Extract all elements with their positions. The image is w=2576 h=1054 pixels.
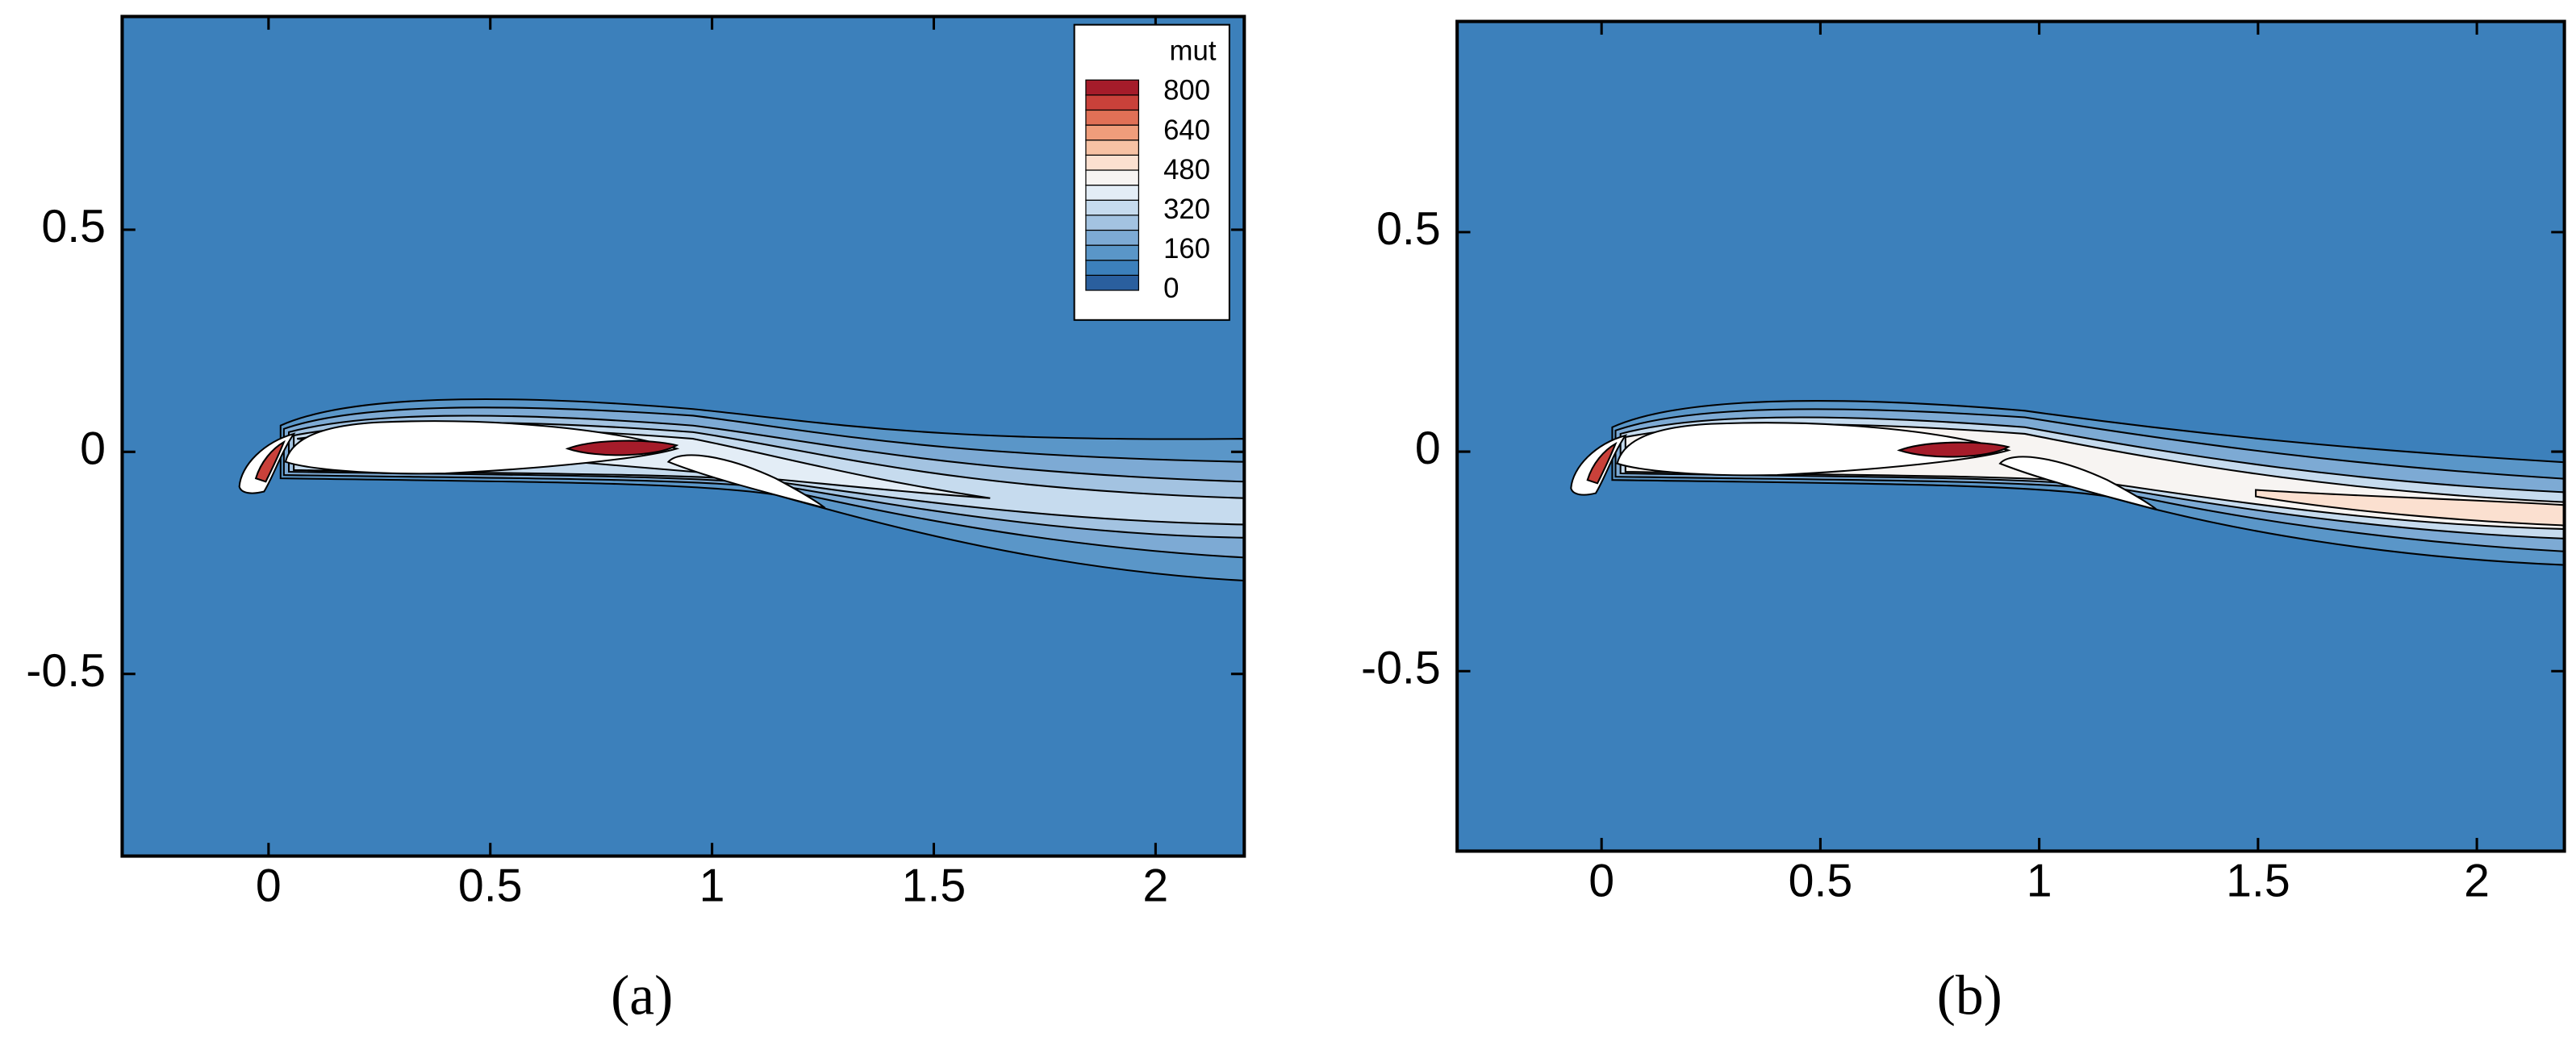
y-tick-label: 0.5 (41, 201, 106, 252)
axes-frame (1455, 19, 2566, 853)
colorbar-tick-label: 320 (1163, 194, 1210, 225)
colorbar-band (1085, 184, 1140, 201)
axes-frame (120, 15, 1246, 858)
x-tick-label: 1 (699, 860, 725, 912)
colorbar-band (1085, 199, 1140, 216)
colorbar-tick-label: 160 (1163, 234, 1210, 265)
colorbar-band (1085, 274, 1140, 291)
colorbar-band (1085, 94, 1140, 111)
x-tick-label: 0.5 (458, 860, 523, 912)
colorbar-band (1085, 229, 1140, 246)
y-tick-label: -0.5 (26, 645, 106, 697)
colorbar-band (1085, 154, 1140, 171)
colorbar-title: mut (1170, 36, 1217, 67)
colorbar-tick-label: 0 (1163, 273, 1179, 304)
colorbar-band (1085, 124, 1140, 141)
contour-field (1570, 400, 2565, 566)
x-tick-label: 1.5 (2226, 855, 2290, 906)
colorbar-band (1085, 109, 1140, 126)
colorbar-band (1085, 79, 1140, 96)
caption: (b) (1937, 965, 2002, 1027)
colorbar-band (1085, 260, 1140, 276)
x-tick-label: 1.5 (902, 860, 967, 912)
x-tick-label: 0 (256, 860, 282, 912)
colorbar-band (1085, 215, 1140, 231)
y-tick-label: 0.5 (1376, 203, 1441, 255)
x-tick-label: 1 (2027, 855, 2052, 906)
y-tick-label: -0.5 (1361, 642, 1441, 694)
colorbar-band (1085, 140, 1140, 156)
colorbar-band (1085, 169, 1140, 186)
caption: (a) (611, 965, 673, 1027)
x-tick-label: 0 (1589, 855, 1614, 906)
x-tick-label: 0.5 (1789, 855, 1853, 906)
x-tick-label: 2 (2464, 855, 2490, 906)
x-tick-label: 2 (1142, 860, 1168, 912)
y-tick-label: 0 (1415, 423, 1441, 474)
colorbar-tick-label: 480 (1163, 155, 1210, 185)
colorbar-tick-label: 800 (1163, 76, 1210, 106)
colorbar-band (1085, 244, 1140, 261)
y-tick-label: 0 (80, 423, 106, 474)
colorbar-tick-label: 640 (1163, 115, 1210, 146)
contour-field (238, 398, 1245, 581)
